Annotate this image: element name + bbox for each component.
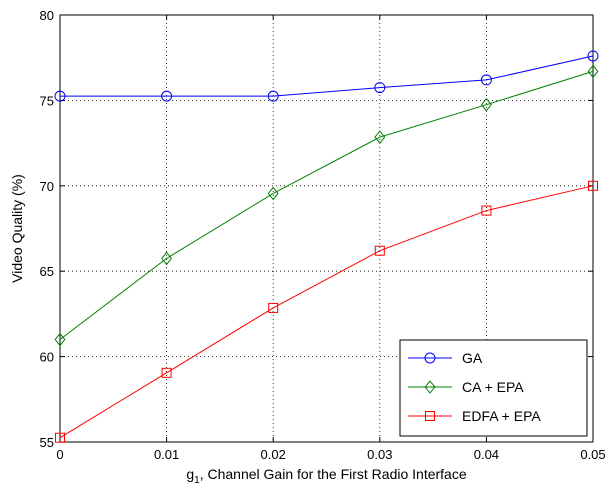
legend-marker-ga: [424, 352, 436, 364]
x-axis-label-base: g: [186, 466, 194, 482]
data-point-edfa-epa: [55, 432, 65, 443]
y-tick-label: 75: [40, 93, 54, 108]
y-tick-label: 55: [40, 435, 54, 450]
series-ga: [54, 50, 599, 102]
data-point-ga: [374, 82, 386, 94]
legend-marker-ca-epa: [424, 380, 436, 394]
legend-marker-edfa-epa: [425, 411, 435, 421]
data-point-ca-epa: [267, 186, 279, 201]
data-point-ga: [161, 90, 173, 102]
x-tick-label: 0.02: [261, 447, 286, 462]
axis-ticks: 0 0.01 0.02 0.03 0.04 0.05 55 60 65 70 75 80: [40, 8, 606, 462]
data-point-ga: [480, 74, 492, 86]
series-line-edfa-epa: [59, 185, 594, 439]
y-tick-label: 70: [40, 179, 54, 194]
x-axis-label: g1, Channel Gain for the First Radio Int…: [186, 466, 466, 486]
legend: GA CA + EPA EDFA + EPA: [399, 339, 588, 437]
series-edfa-epa: [55, 180, 598, 443]
data-point-ga: [54, 90, 66, 102]
series-group: [54, 50, 599, 443]
data-point-ca-epa: [480, 97, 492, 112]
data-point-ga: [587, 50, 599, 62]
x-tick-label: 0.01: [154, 447, 179, 462]
legend-label-ga: GA: [462, 350, 483, 366]
series-line-ca-epa: [59, 70, 594, 340]
data-point-edfa-epa: [374, 245, 385, 256]
x-tick-label: 0: [56, 447, 63, 462]
x-axis-label-rest: , Channel Gain for the First Radio Inter…: [200, 466, 467, 482]
x-tick-label: 0.04: [474, 447, 499, 462]
x-axis-label-subscript: 1: [194, 475, 200, 486]
data-point-edfa-epa: [481, 205, 492, 216]
legend-label-edfa-epa: EDFA + EPA: [462, 408, 541, 424]
data-point-ca-epa: [161, 251, 173, 266]
data-point-edfa-epa: [268, 302, 279, 313]
y-axis-label: Video Quality (%): [9, 174, 25, 283]
legend-label-ca-epa: CA + EPA: [462, 379, 524, 395]
y-tick-label: 80: [40, 8, 54, 23]
data-point-edfa-epa: [588, 180, 598, 191]
data-point-ca-epa: [374, 130, 386, 144]
series-ca-epa: [54, 64, 599, 347]
series-line-ga: [60, 55, 594, 97]
data-point-ca-epa: [54, 332, 66, 347]
data-point-ca-epa: [587, 64, 599, 79]
data-point-ga: [267, 90, 279, 102]
y-tick-label: 65: [40, 264, 54, 279]
x-tick-label: 0.03: [367, 447, 392, 462]
data-point-edfa-epa: [161, 367, 172, 378]
y-tick-label: 60: [40, 350, 54, 365]
x-tick-label: 0.05: [580, 447, 605, 462]
plot-area-frame: [59, 14, 594, 443]
